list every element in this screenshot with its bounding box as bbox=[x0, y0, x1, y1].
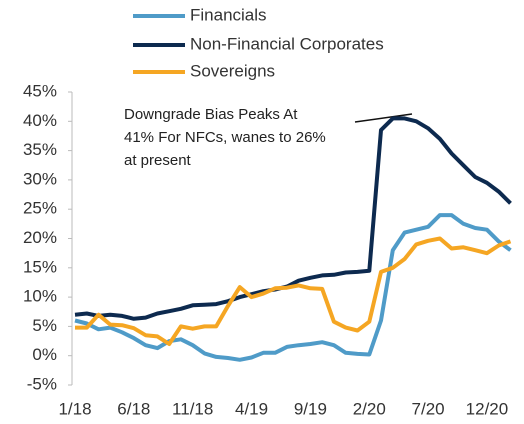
y-tick-label: 0% bbox=[32, 345, 57, 364]
x-tick-label: 6/18 bbox=[117, 399, 150, 418]
legend-label: Financials bbox=[190, 5, 267, 24]
annotation: at present bbox=[124, 152, 192, 169]
x-tick-label: 9/19 bbox=[294, 399, 327, 418]
y-tick-label: -5% bbox=[27, 374, 57, 393]
y-tick-label: 25% bbox=[23, 199, 57, 218]
y-tick-label: 40% bbox=[23, 111, 57, 130]
annotation: Downgrade Bias Peaks At bbox=[124, 106, 298, 123]
y-tick-label: 45% bbox=[23, 81, 57, 100]
annotation: 41% For NFCs, wanes to 26% bbox=[124, 129, 326, 146]
y-tick-label: 20% bbox=[23, 228, 57, 247]
series-line bbox=[74, 116, 512, 321]
y-tick-label: 30% bbox=[23, 169, 57, 188]
x-tick-label: 7/20 bbox=[412, 399, 445, 418]
y-tick-label: 5% bbox=[32, 316, 57, 335]
y-tick-label: 35% bbox=[23, 140, 57, 159]
y-tick-label: 15% bbox=[23, 257, 57, 276]
legend-label: Sovereigns bbox=[190, 61, 275, 80]
x-tick-label: 4/19 bbox=[235, 399, 268, 418]
y-tick-label: 10% bbox=[23, 287, 57, 306]
series-line bbox=[74, 213, 512, 362]
x-tick-label: 11/18 bbox=[172, 399, 213, 418]
x-tick-label: 12/20 bbox=[466, 399, 509, 418]
series-line bbox=[75, 236, 512, 346]
x-tick-label: 1/18 bbox=[58, 399, 91, 418]
annotation-leader bbox=[354, 113, 413, 123]
legend-label: Non-Financial Corporates bbox=[190, 34, 384, 53]
x-tick-label: 2/20 bbox=[353, 399, 386, 418]
